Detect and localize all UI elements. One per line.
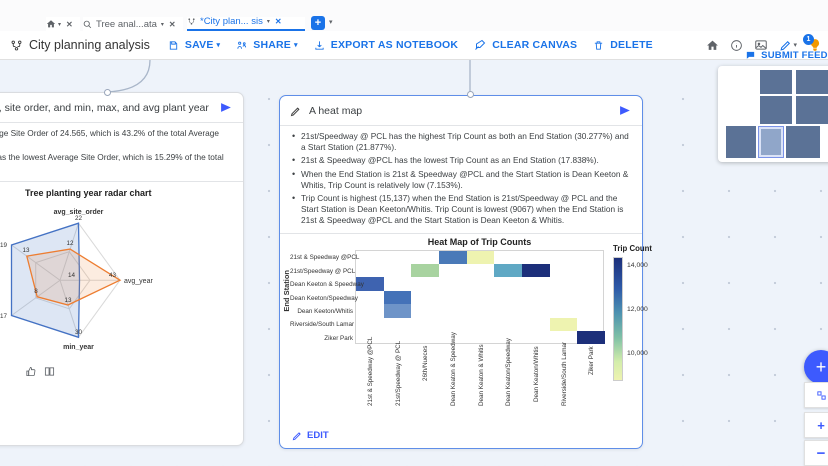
svg-text:19: 19 [0, 242, 7, 249]
svg-text:30: 30 [75, 329, 83, 336]
svg-text:avg_year: avg_year [124, 278, 153, 285]
svg-text:22: 22 [75, 215, 83, 222]
svg-text:min_year: min_year [63, 344, 94, 351]
svg-text:13: 13 [64, 297, 72, 304]
svg-text:12: 12 [66, 240, 74, 247]
svg-text:17: 17 [0, 313, 7, 320]
svg-text:13: 13 [22, 247, 30, 254]
svg-text:8: 8 [34, 288, 38, 295]
svg-text:14: 14 [68, 272, 76, 279]
svg-text:43: 43 [109, 272, 117, 279]
